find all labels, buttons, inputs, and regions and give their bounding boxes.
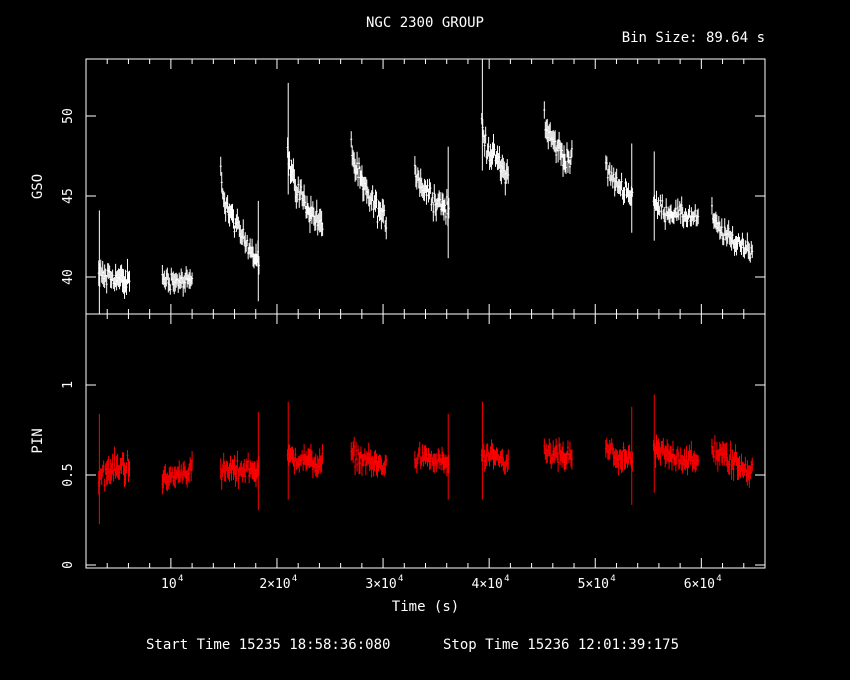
x-axis-label: Time (s) bbox=[392, 599, 459, 615]
y-tick-label: 1 bbox=[61, 381, 76, 389]
x-tick-label: 3×10 bbox=[365, 577, 396, 592]
y-axis-label: PIN bbox=[30, 428, 46, 453]
x-tick-exponent: 4 bbox=[178, 574, 183, 584]
x-tick-exponent: 4 bbox=[610, 574, 615, 584]
x-tick-exponent: 4 bbox=[716, 574, 721, 584]
x-tick-label: 4×10 bbox=[472, 577, 503, 592]
x-tick-exponent: 4 bbox=[292, 574, 297, 584]
stop-time-label: Stop Time 15236 12:01:39:175 bbox=[443, 637, 680, 653]
chart-title: NGC 2300 GROUP bbox=[365, 15, 484, 31]
x-tick-exponent: 4 bbox=[398, 574, 403, 584]
start-time-label: Start Time 15235 18:58:36:080 bbox=[146, 637, 391, 653]
data-layer bbox=[97, 59, 754, 525]
x-tick-label: 6×10 bbox=[684, 577, 715, 592]
x-tick-label: 2×10 bbox=[259, 577, 290, 592]
x-tick-label: 5×10 bbox=[578, 577, 609, 592]
y-tick-label: 40 bbox=[61, 269, 76, 285]
y-tick-label: 0 bbox=[61, 561, 76, 569]
x-tick-label: 10 bbox=[161, 577, 177, 592]
x-tick-exponent: 4 bbox=[504, 574, 509, 584]
y-tick-label: 0.5 bbox=[61, 463, 76, 486]
bin-size-label: Bin Size: 89.64 s bbox=[621, 30, 765, 46]
y-axis-label: GSO bbox=[30, 174, 46, 199]
y-tick-label: 45 bbox=[61, 188, 76, 204]
y-tick-label: 50 bbox=[61, 108, 76, 124]
